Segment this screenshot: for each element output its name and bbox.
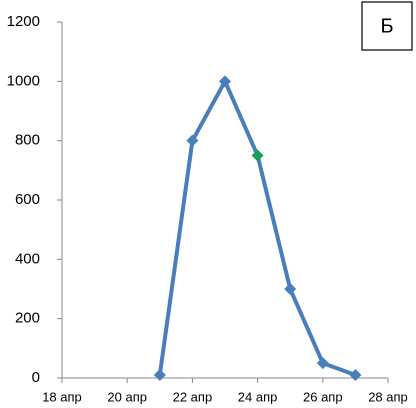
data-point [153,369,166,382]
data-point [219,75,231,88]
y-tick-label: 1200 [7,13,40,30]
x-tick-label: 26 апр [303,389,343,404]
y-tick-label: 400 [15,250,40,267]
data-point [316,357,329,370]
data-point [284,283,297,295]
series-line [157,79,357,377]
x-tick-label: 22 апр [173,389,213,404]
data-point [186,134,199,147]
panel-label-box [361,1,413,51]
panel-label: Б [380,15,393,37]
x-tick-label: 28 апр [368,389,408,404]
x-tick-label: 24 апр [238,389,278,404]
data-point [349,369,362,382]
y-tick-label: 800 [15,132,40,149]
x-tick-label: 18 апр [42,389,82,404]
y-tick-label: 1000 [7,72,40,89]
x-tick-label: 20 апр [107,389,147,404]
y-tick-label: 200 [15,310,40,327]
data-point [251,149,264,162]
y-tick-label: 600 [15,191,40,208]
y-tick-label: 0 [32,369,40,386]
